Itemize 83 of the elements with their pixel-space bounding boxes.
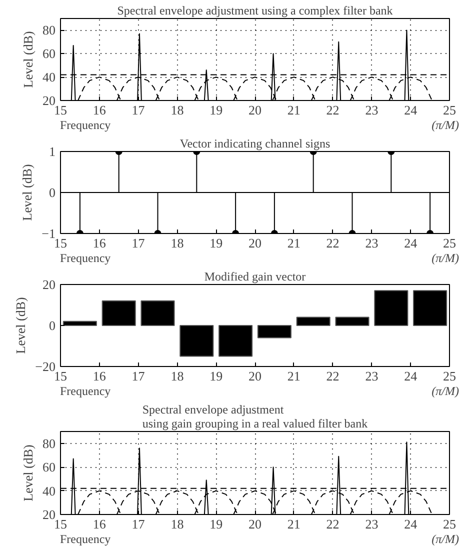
x-tick-label: 17 [132, 368, 146, 384]
x-tick-label: 16 [92, 102, 106, 118]
x-tick-label: 18 [170, 236, 184, 250]
y-axis-title: Level (dB) [13, 297, 28, 354]
x-tick-label: 17 [132, 516, 146, 532]
x-tick-label: 18 [170, 516, 184, 532]
x-tick-label: 20 [248, 236, 262, 250]
x-tick-label: 21 [287, 516, 300, 532]
x-tick-label: 16 [92, 236, 106, 250]
x-tick-label: 24 [404, 516, 418, 532]
x-tick-label: 22 [326, 516, 340, 532]
y-tick-label: 0 [49, 318, 56, 333]
y-axis-title: Level (dB) [20, 164, 35, 221]
x-tick-label: 24 [404, 236, 418, 250]
x-tick-label: 19 [210, 516, 223, 532]
chart-title: Modified gain vector [204, 270, 306, 284]
x-tick-label: 15 [54, 368, 67, 384]
text: (π/M) [432, 250, 459, 267]
x-tick-label: 20 [248, 368, 262, 384]
text: (π/M) [432, 531, 459, 548]
x-axis-title: Frequency [60, 117, 111, 134]
y-axis-title: Level (dB) [20, 31, 36, 88]
x-tick-label: 19 [210, 236, 223, 250]
x-tick-label: 19 [210, 368, 223, 384]
y-tick-label: 1 [49, 144, 56, 159]
x-tick-label: 21 [287, 368, 300, 384]
x-axis-title: Frequency [60, 531, 111, 548]
x-tick-label: 23 [365, 368, 378, 384]
x-axis-title: Frequency [60, 383, 111, 400]
x-tick-label: 24 [404, 368, 418, 384]
y-tick-label: −1 [42, 226, 56, 241]
x-tick-label: 19 [210, 102, 223, 118]
x-tick-label: 25 [443, 368, 456, 384]
y-tick-label: 20 [42, 277, 56, 292]
y-tick-label: 40 [42, 70, 56, 85]
x-tick-label: 18 [170, 368, 184, 384]
x-tick-label: 18 [170, 102, 184, 118]
y-tick-label: 80 [42, 436, 56, 451]
x-tick-label: 21 [287, 102, 300, 118]
x-tick-label: 20 [248, 516, 262, 532]
x-tick-label: 16 [92, 368, 106, 384]
y-tick-label: 40 [42, 483, 56, 498]
x-tick-label: 24 [404, 102, 418, 118]
x-tick-label: 17 [132, 102, 146, 118]
chart-title: Vector indicating channel signs [180, 136, 330, 150]
y-tick-label: 60 [42, 46, 56, 62]
bar [218, 325, 253, 357]
y-tick-label: 20 [42, 93, 56, 108]
y-axis-title: Level (dB) [20, 444, 36, 502]
x-tick-label: 17 [132, 236, 146, 250]
x-tick-label: 15 [54, 236, 67, 250]
x-tick-label: 23 [365, 516, 378, 532]
bar [257, 325, 292, 338]
bar [413, 290, 448, 326]
y-tick-label: −20 [35, 359, 56, 374]
x-axis-title: Frequency [60, 250, 111, 267]
chart-title: Spectral envelope adjustment using gain grouping in a real valued filter bank [142, 402, 368, 430]
text: (π/M) [432, 117, 459, 134]
x-tick-label: 22 [326, 368, 340, 384]
y-tick-label: 80 [42, 22, 56, 38]
y-tick-label: 60 [42, 460, 56, 475]
x-tick-label: 20 [248, 102, 262, 118]
y-tick-label: 20 [42, 507, 56, 522]
bar [296, 316, 330, 326]
x-tick-label: 22 [326, 102, 340, 118]
bar [102, 300, 136, 326]
x-tick-label: 21 [287, 236, 300, 250]
text: (π/M) [432, 383, 459, 400]
bar [374, 290, 408, 326]
x-tick-label: 25 [443, 102, 456, 118]
x-tick-label: 23 [365, 236, 378, 250]
x-tick-label: 15 [54, 516, 67, 532]
bar [140, 300, 175, 326]
x-tick-label: 22 [326, 236, 340, 250]
x-tick-label: 25 [443, 516, 456, 532]
bar [335, 316, 370, 326]
x-tick-label: 25 [443, 236, 456, 250]
chart-title: Spectral envelope adjustment using a complex filter bank [117, 4, 393, 18]
bar [180, 325, 214, 357]
x-tick-label: 15 [54, 102, 67, 118]
y-tick-label: 0 [49, 185, 56, 200]
x-tick-label: 16 [92, 516, 106, 532]
x-tick-label: 23 [365, 102, 378, 118]
